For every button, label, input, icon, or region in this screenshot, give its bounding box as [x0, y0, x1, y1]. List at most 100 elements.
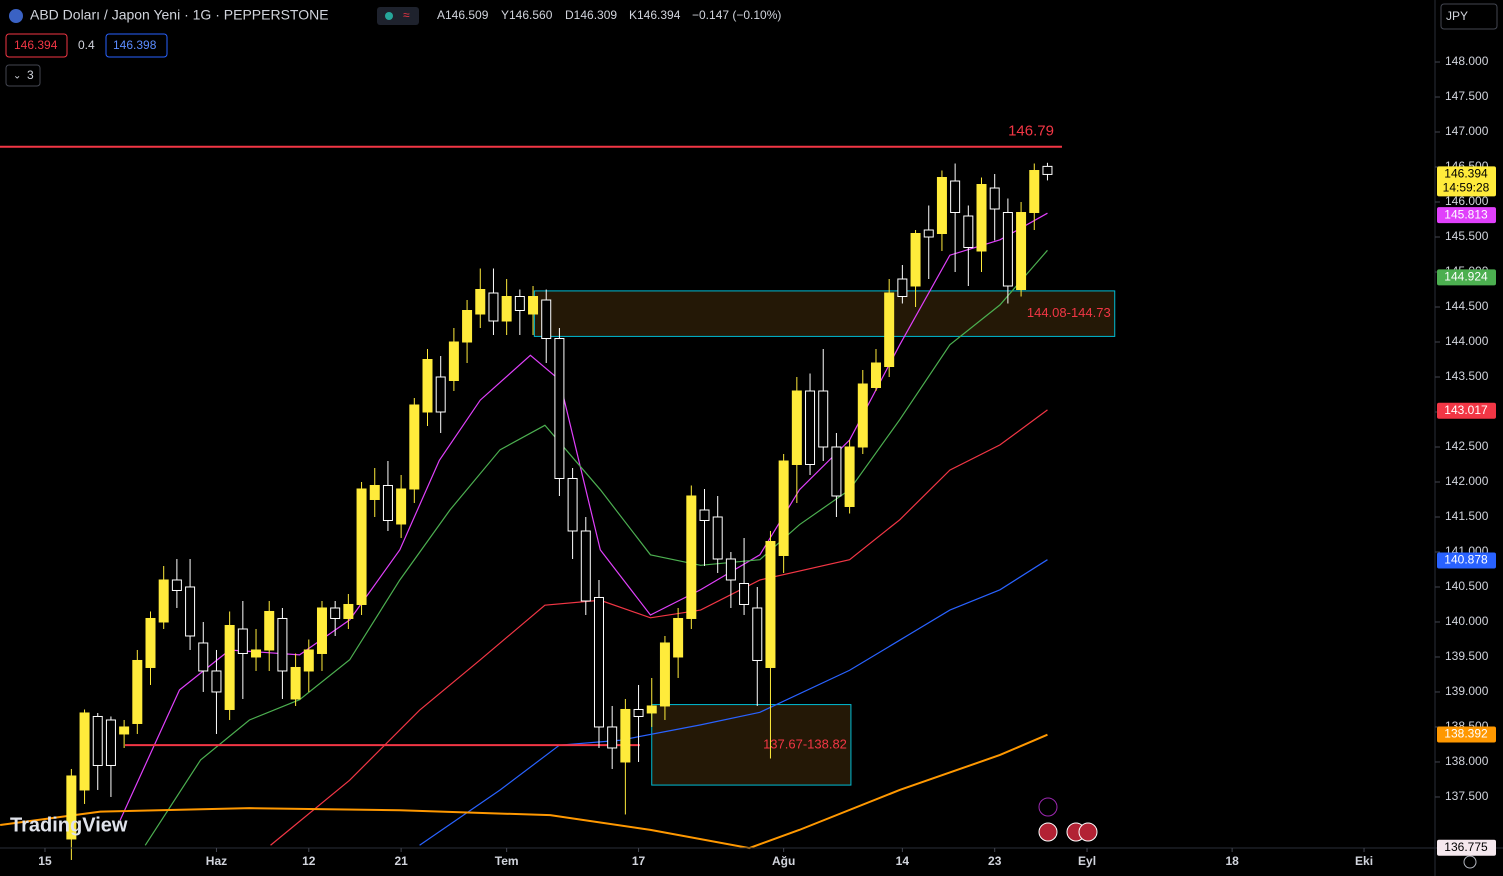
moving-average — [270, 409, 1048, 846]
candle-body — [264, 610, 275, 651]
candle-body — [92, 715, 103, 766]
candle-body — [277, 617, 288, 672]
candle-body — [607, 726, 618, 749]
axes: 137.500138.000138.500139.000139.500140.0… — [38, 54, 1488, 868]
candle-body — [580, 530, 591, 602]
ohlc-low: D146.309 — [565, 8, 617, 22]
x-tick-label: 14 — [896, 854, 910, 868]
spread: 0.4 — [78, 38, 95, 52]
candle-body — [409, 404, 420, 490]
candle-body — [514, 296, 525, 312]
level-label: 146.79 — [1008, 123, 1054, 140]
candle-body — [989, 187, 1000, 210]
buy-price[interactable]: 146.398 — [113, 38, 157, 52]
candle-body — [1002, 212, 1013, 287]
candle-body — [290, 666, 301, 700]
indicator-count[interactable]: 3 — [27, 68, 34, 82]
x-tick-label: 18 — [1225, 854, 1239, 868]
symbol-icon — [9, 9, 23, 23]
event-icon[interactable] — [1038, 797, 1058, 817]
candle-body — [950, 180, 961, 214]
price-tag-label: 144.924 — [1444, 269, 1488, 283]
y-tick-label: 145.500 — [1445, 229, 1489, 243]
candle-body — [224, 624, 235, 710]
ohlc-high: Y146.560 — [501, 8, 553, 22]
candle-body — [567, 477, 578, 532]
ohlc-open: A146.509 — [437, 8, 489, 22]
currency-button[interactable] — [1440, 3, 1498, 30]
zone-label: 137.67-138.82 — [763, 736, 847, 751]
price-tag — [1437, 839, 1496, 856]
event-flag[interactable] — [1038, 822, 1058, 842]
y-tick-label: 143.500 — [1445, 369, 1489, 383]
y-tick-label: 140.500 — [1445, 579, 1489, 593]
candle-body — [145, 617, 156, 668]
y-tick-label: 138.000 — [1445, 754, 1489, 768]
candle-body — [593, 596, 604, 728]
y-tick-label: 137.500 — [1445, 789, 1489, 803]
candle-body — [897, 278, 908, 298]
price-tag-label: 145.813 — [1444, 207, 1488, 221]
candle-body — [554, 338, 565, 479]
candle-body — [435, 376, 446, 413]
sell-price[interactable]: 146.394 — [14, 38, 58, 52]
candle-body — [673, 617, 684, 658]
candle-body — [857, 383, 868, 448]
x-tick-label: 15 — [38, 854, 52, 868]
candle-body — [158, 579, 169, 623]
y-tick-label: 140.000 — [1445, 614, 1489, 628]
plot: 144.08-144.73 137.67-138.82 146.79 — [0, 123, 1116, 860]
buy-button[interactable] — [105, 33, 168, 58]
candle-body — [791, 390, 802, 465]
candle-body — [369, 484, 380, 500]
moving-average — [419, 559, 1048, 846]
price-tag — [1437, 726, 1496, 743]
status-icon: ≈ — [403, 8, 410, 22]
x-tick-label: Haz — [206, 854, 227, 868]
candle-body — [132, 659, 143, 724]
chevron[interactable]: ⌄ — [13, 71, 21, 82]
candle-body — [66, 775, 77, 840]
candle-body — [818, 390, 829, 448]
indicator-toggle[interactable] — [5, 64, 41, 87]
x-tick-label: 23 — [988, 854, 1002, 868]
candle-body — [316, 607, 327, 654]
currency[interactable]: JPY — [1446, 9, 1468, 23]
candle-body — [475, 289, 486, 315]
settings-icon[interactable] — [1463, 855, 1477, 869]
candle-body — [105, 719, 116, 766]
candle-body — [251, 649, 262, 658]
candle-body — [237, 628, 248, 654]
ohlc-close: K146.394 — [629, 8, 681, 22]
candle-body — [686, 495, 697, 619]
candle-body — [712, 516, 723, 560]
candle-body — [963, 215, 974, 249]
sell-button[interactable] — [5, 33, 68, 58]
candle-body — [541, 299, 552, 340]
candle-body — [831, 446, 842, 497]
candle-body — [805, 390, 816, 465]
candle-body — [356, 488, 367, 605]
candle-body — [633, 708, 644, 717]
candle-body — [330, 607, 341, 619]
candle-body — [1016, 212, 1027, 291]
x-tick-label: Tem — [495, 854, 519, 868]
moving-average — [0, 733, 1048, 850]
event-flag[interactable] — [1078, 822, 1098, 842]
y-tick-label: 147.000 — [1445, 124, 1489, 138]
status-badge — [377, 7, 419, 25]
x-tick-label: 21 — [394, 854, 408, 868]
candle-body — [303, 649, 314, 672]
candle-body — [422, 358, 433, 413]
candle-body — [1029, 170, 1040, 214]
candle-body — [739, 582, 750, 605]
candle-body — [646, 705, 657, 714]
price-tag — [1437, 269, 1496, 286]
candle-body — [765, 540, 776, 668]
candle-body — [528, 296, 539, 315]
candle-body — [448, 341, 459, 381]
candle-body — [171, 579, 182, 591]
x-tick-label: Eyl — [1078, 854, 1096, 868]
candle-body — [211, 670, 222, 693]
